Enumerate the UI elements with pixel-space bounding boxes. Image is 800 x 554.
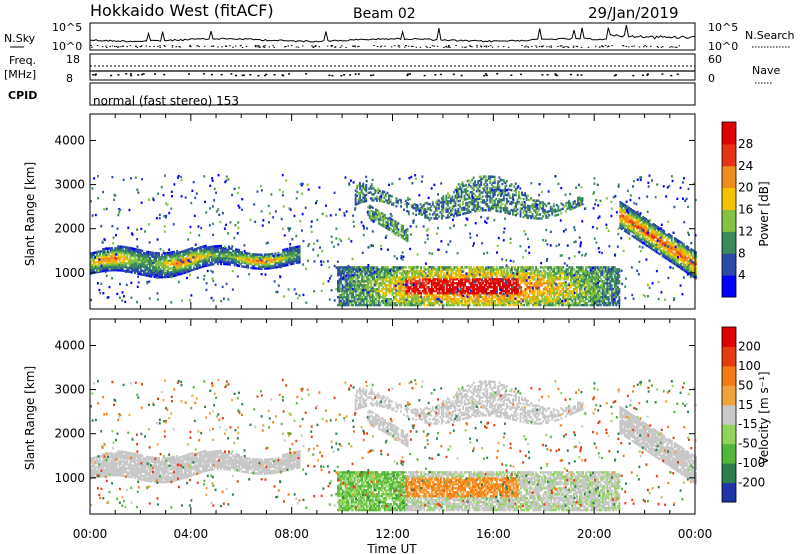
velocity-colorbar: 200 100 50 15 -15 -50 -100 -200 bbox=[721, 326, 765, 503]
velocity-colorbar-tick: -100 bbox=[738, 456, 765, 470]
noise-right-label: N.Search bbox=[745, 29, 795, 42]
freq-tick-high: 18 bbox=[66, 53, 80, 66]
power-colorbar-swatch bbox=[722, 122, 736, 145]
velocity-colorbar-swatch bbox=[722, 463, 736, 484]
y-tick-label: 4000 bbox=[54, 133, 85, 147]
x-tick-label: 08:00 bbox=[274, 527, 309, 541]
noise-search-dots bbox=[90, 45, 681, 48]
power-colorbar-swatch bbox=[722, 165, 736, 189]
power-colorbar-tick: 20 bbox=[738, 181, 753, 195]
velocity-axes: 1000 2000 3000 4000 bbox=[54, 319, 696, 514]
power-colorbar-tick: 12 bbox=[738, 224, 753, 238]
velocity-colorbar-tick: -50 bbox=[738, 437, 758, 451]
noise-tick-left-high: 10^5 bbox=[52, 21, 82, 34]
x-tick-label: 04:00 bbox=[174, 527, 209, 541]
x-tick-label: 16:00 bbox=[476, 527, 511, 541]
power-panel: 1000 2000 3000 4000 Slant Range [km] bbox=[23, 113, 697, 310]
velocity-panel: 1000 2000 3000 4000 Slant Range [km] bbox=[23, 318, 697, 515]
velocity-colorbar-tick: 50 bbox=[738, 378, 753, 392]
power-colorbar-label: Power [dB] bbox=[757, 181, 771, 246]
velocity-colorbar-swatch bbox=[722, 404, 736, 425]
x-tick-label: 00:00 bbox=[73, 527, 108, 541]
nave-tick-low: 0 bbox=[708, 72, 715, 85]
power-colorbar-swatch bbox=[722, 253, 736, 276]
noise-sky-line bbox=[89, 25, 696, 43]
noise-left-label: N.Sky bbox=[4, 32, 36, 45]
power-echo-data bbox=[90, 173, 697, 307]
freq-dots bbox=[92, 73, 679, 77]
power-colorbar-swatch bbox=[722, 143, 736, 167]
nave-tick-high: 60 bbox=[708, 53, 722, 66]
power-axes: 1000 2000 3000 4000 bbox=[54, 114, 696, 309]
y-tick-label: 1000 bbox=[54, 471, 85, 485]
velocity-colorbar-tick: -200 bbox=[738, 476, 765, 490]
y-tick-label: 4000 bbox=[54, 338, 85, 352]
y-tick-label: 2000 bbox=[54, 222, 85, 236]
noise-tick-right-high: 10^5 bbox=[708, 21, 738, 34]
velocity-colorbar-tick: 15 bbox=[738, 398, 753, 412]
x-tick-label: 00:00 bbox=[678, 527, 713, 541]
noise-tick-right-low: 10^0 bbox=[708, 40, 738, 53]
velocity-colorbar-tick: 200 bbox=[738, 339, 761, 353]
freq-tick-low: 8 bbox=[66, 72, 73, 85]
nave-label: Nave bbox=[752, 64, 780, 77]
y-tick-label: 3000 bbox=[54, 178, 85, 192]
power-colorbar-tick: 28 bbox=[738, 137, 753, 151]
power-colorbar-swatch bbox=[722, 209, 736, 232]
power-colorbar-swatch bbox=[722, 231, 736, 254]
power-colorbar: 4 8 12 16 20 24 28 bbox=[721, 121, 753, 298]
cpid-label: CPID bbox=[8, 89, 37, 102]
power-colorbar-tick: 24 bbox=[738, 159, 753, 173]
y-tick-label: 1000 bbox=[54, 266, 85, 280]
velocity-colorbar-swatch bbox=[722, 346, 736, 367]
beam-title: Beam 02 bbox=[353, 6, 416, 22]
velocity-colorbar-swatch bbox=[722, 385, 736, 406]
velocity-colorbar-swatch bbox=[722, 365, 736, 386]
power-colorbar-tick: 4 bbox=[738, 268, 746, 282]
velocity-colorbar-swatch bbox=[722, 482, 736, 503]
y-tick-label: 3000 bbox=[54, 383, 85, 397]
power-colorbar-swatch bbox=[722, 187, 736, 210]
station-title: Hokkaido West (fitACF) bbox=[90, 1, 274, 20]
power-colorbar-swatch bbox=[722, 275, 736, 298]
noise-tick-left-low: 10^0 bbox=[52, 40, 82, 53]
cpid-mode: normal (fast stereo) 153 bbox=[93, 94, 239, 108]
freq-panel: Freq. [MHz] 18 8 60 0 Nave bbox=[4, 53, 780, 85]
date-title: 29/Jan/2019 bbox=[588, 4, 679, 22]
x-tick-label: 12:00 bbox=[375, 527, 410, 541]
velocity-colorbar-swatch bbox=[722, 327, 736, 347]
velocity-echo-data bbox=[90, 378, 697, 512]
x-tick-label: 20:00 bbox=[577, 527, 612, 541]
velocity-colorbar-swatch bbox=[722, 443, 736, 464]
velocity-colorbar-tick: 100 bbox=[738, 359, 761, 373]
freq-label-2: [MHz] bbox=[4, 68, 36, 81]
y-tick-label: 2000 bbox=[54, 427, 85, 441]
power-ylabel: Slant Range [km] bbox=[23, 162, 37, 266]
velocity-colorbar-swatch bbox=[722, 424, 736, 445]
velocity-colorbar-tick: -15 bbox=[738, 417, 758, 431]
velocity-colorbar-label: Velocity [m s⁻¹] bbox=[757, 371, 771, 464]
x-axis-label: Time UT bbox=[366, 542, 417, 554]
noise-panel: N.Sky 10^5 10^0 10^5 10^0 N.Search bbox=[4, 21, 795, 53]
time-axis: 00:00 04:00 08:00 12:00 16:00 20:00 00:00 bbox=[73, 527, 713, 541]
freq-label-1: Freq. bbox=[9, 54, 36, 67]
power-colorbar-tick: 16 bbox=[738, 203, 753, 217]
power-colorbar-tick: 8 bbox=[738, 246, 746, 260]
velocity-ylabel: Slant Range [km] bbox=[23, 366, 37, 470]
